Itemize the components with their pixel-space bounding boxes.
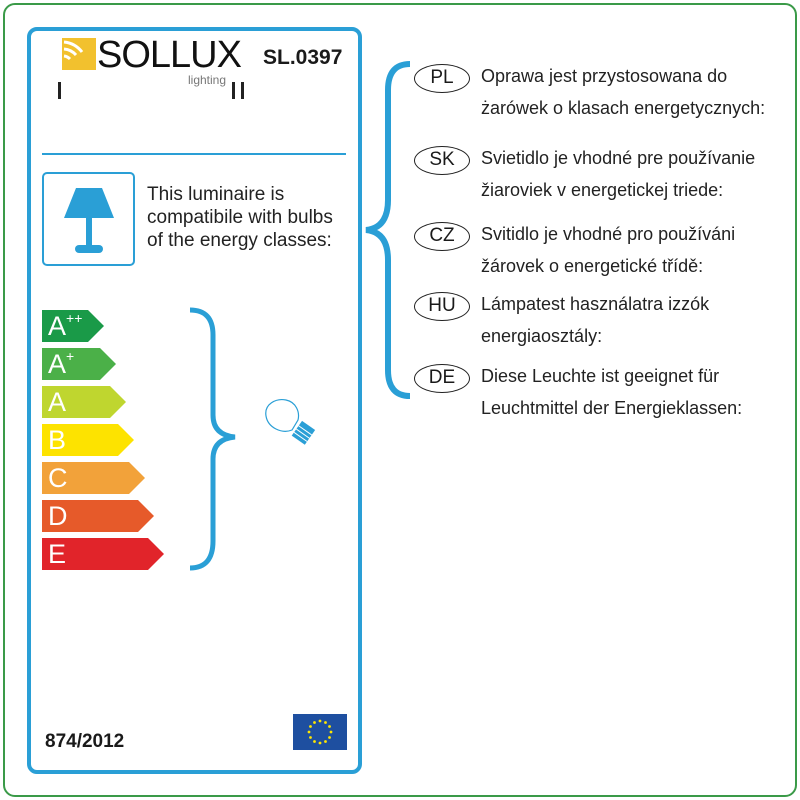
eu-star [328, 725, 331, 728]
energy-class-E: E [42, 538, 164, 570]
lamp-icon-box [42, 172, 135, 266]
energy-label-panel [27, 27, 362, 774]
intro-line: compatibile with bulbs [147, 207, 333, 228]
eu-star [324, 721, 327, 724]
divider [42, 153, 346, 155]
eu-star [313, 740, 316, 743]
language-text-cz: Svitidlo je vhodné pro používáni [481, 224, 736, 244]
eu-star [329, 730, 333, 734]
bracket-icon [189, 307, 236, 571]
language-text-hu: energiaosztály: [481, 326, 603, 346]
intro-line: This luminaire is [147, 184, 285, 205]
eu-star [309, 736, 312, 739]
class-letter: A [48, 387, 67, 417]
energy-class-B: B [42, 424, 134, 456]
language-code-sk: SK [414, 146, 470, 175]
language-text-pl: żarówek o klasach energetycznych: [481, 98, 766, 118]
language-code-hu: HU [414, 292, 470, 321]
language-text-de: Diese Leuchte ist geeignet für [481, 366, 720, 386]
eu-star [313, 721, 316, 724]
eu-star [328, 736, 331, 739]
label-border [3, 3, 797, 797]
energy-class-D: D [42, 500, 154, 532]
tick-mark-ii-2 [241, 82, 244, 99]
eu-star [307, 730, 311, 734]
light-bulb-icon [265, 399, 316, 445]
class-superscript: + [66, 348, 75, 364]
eu-star [318, 719, 322, 723]
eu-flag-icon [293, 714, 347, 750]
language-code-cz: CZ [414, 222, 470, 251]
brand-subtitle: lighting [188, 73, 227, 87]
tick-mark-i [58, 82, 61, 99]
energy-class-C: C [42, 462, 145, 494]
intro-text: This luminaire is compatibile with bulbs… [147, 183, 333, 252]
language-text-cz: žárovek o energetické třídě: [481, 256, 704, 276]
eu-star [318, 741, 322, 745]
energy-class-Ap: A+ [42, 348, 116, 380]
class-letter: C [48, 463, 68, 493]
class-letter: D [48, 501, 68, 531]
language-bracket-icon [365, 61, 411, 399]
energy-class-A: A [42, 386, 126, 418]
sollux-logo-icon [62, 38, 96, 70]
language-text-pl: Oprawa jest przystosowana do [481, 66, 728, 86]
tick-mark-ii-1 [232, 82, 235, 99]
class-letter: B [48, 425, 67, 455]
table-lamp-icon [64, 188, 114, 253]
language-code-pl: PL [414, 64, 470, 93]
class-superscript: ++ [66, 310, 83, 326]
eu-star [324, 740, 327, 743]
intro-line: of the energy classes: [147, 230, 332, 251]
eu-star [309, 725, 312, 728]
language-code-de: DE [414, 364, 470, 393]
language-text-hu: Lámpatest használatra izzók [481, 294, 710, 314]
brand-name: SOLLUX [97, 34, 242, 76]
language-text-sk: žiaroviek v energetickej triede: [481, 180, 724, 200]
class-letter: A [48, 311, 67, 341]
regulation-number: 874/2012 [45, 731, 125, 752]
class-letter: E [48, 539, 67, 569]
model-number: SL.0397 [263, 46, 343, 69]
language-text-sk: Svietidlo je vhodné pre používanie [481, 148, 756, 168]
language-text-de: Leuchtmittel der Energieklassen: [481, 398, 743, 418]
class-letter: A [48, 349, 67, 379]
